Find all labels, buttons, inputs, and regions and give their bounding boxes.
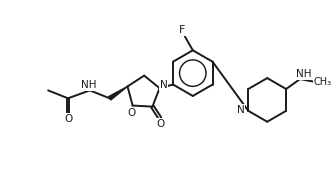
Text: NH: NH xyxy=(296,69,312,79)
Text: O: O xyxy=(157,119,165,129)
Text: N: N xyxy=(237,105,244,115)
Text: F: F xyxy=(179,25,185,35)
Text: O: O xyxy=(64,114,72,124)
Polygon shape xyxy=(109,86,128,100)
Text: CH₃: CH₃ xyxy=(314,77,332,87)
Text: O: O xyxy=(128,108,136,117)
Text: N: N xyxy=(160,80,168,90)
Text: NH: NH xyxy=(81,80,96,90)
